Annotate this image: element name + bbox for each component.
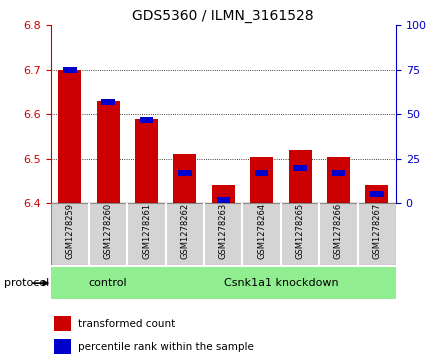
Bar bbox=[63, 67, 77, 73]
Bar bbox=[54, 339, 71, 354]
Bar bbox=[365, 185, 389, 203]
Text: GSM1278263: GSM1278263 bbox=[219, 203, 228, 259]
Text: GSM1278264: GSM1278264 bbox=[257, 203, 266, 259]
Bar bbox=[102, 99, 115, 105]
Bar bbox=[327, 156, 350, 203]
Bar bbox=[51, 267, 166, 299]
Bar bbox=[178, 170, 192, 176]
Text: GSM1278267: GSM1278267 bbox=[372, 203, 381, 259]
Text: GSM1278260: GSM1278260 bbox=[104, 203, 113, 259]
Text: GSM1278266: GSM1278266 bbox=[334, 203, 343, 259]
Bar bbox=[54, 316, 71, 331]
Text: GSM1278259: GSM1278259 bbox=[65, 203, 74, 259]
Bar bbox=[173, 154, 196, 203]
Bar bbox=[370, 191, 384, 197]
Bar bbox=[58, 70, 81, 203]
Text: GSM1278262: GSM1278262 bbox=[180, 203, 190, 259]
Text: GSM1278261: GSM1278261 bbox=[142, 203, 151, 259]
Text: Csnk1a1 knockdown: Csnk1a1 knockdown bbox=[224, 278, 338, 288]
Bar bbox=[255, 170, 268, 176]
Bar bbox=[135, 119, 158, 203]
Text: control: control bbox=[89, 278, 128, 288]
Bar bbox=[97, 101, 120, 203]
Text: percentile rank within the sample: percentile rank within the sample bbox=[78, 342, 254, 352]
Bar bbox=[140, 117, 153, 123]
Bar bbox=[293, 164, 307, 171]
Text: GSM1278265: GSM1278265 bbox=[296, 203, 304, 259]
Bar bbox=[216, 197, 230, 203]
Bar bbox=[332, 170, 345, 176]
Bar bbox=[166, 267, 396, 299]
Bar bbox=[212, 185, 235, 203]
Text: protocol: protocol bbox=[4, 278, 50, 288]
Bar bbox=[289, 150, 312, 203]
Bar bbox=[250, 156, 273, 203]
Title: GDS5360 / ILMN_3161528: GDS5360 / ILMN_3161528 bbox=[132, 9, 314, 23]
Text: transformed count: transformed count bbox=[78, 319, 176, 329]
